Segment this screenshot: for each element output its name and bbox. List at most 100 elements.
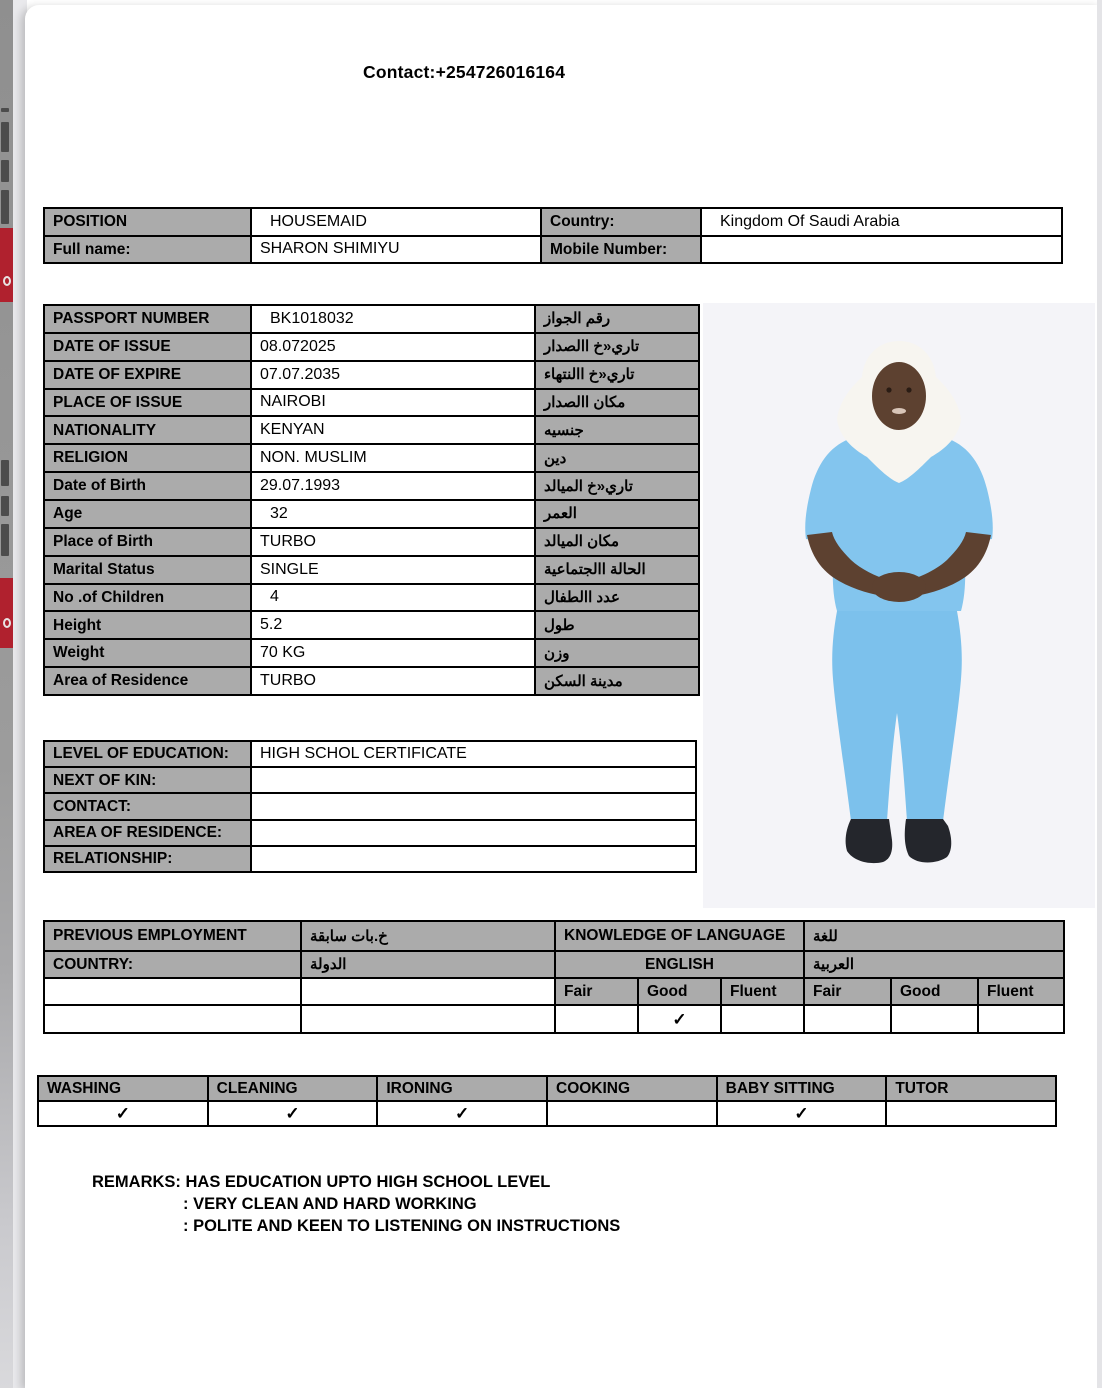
mobile-label: Mobile Number: <box>542 236 700 262</box>
row-label: Place of Birth <box>45 528 250 555</box>
smile <box>892 408 906 414</box>
applicant-photo <box>703 303 1095 908</box>
country-label: COUNTRY: <box>45 952 300 977</box>
knowledge-label: KNOWLEDGE OF LANGUAGE <box>556 922 803 950</box>
row-value: 07.07.2035 <box>252 361 534 388</box>
row-arabic: رقم الجواز <box>536 306 698 332</box>
fullname-label: Full name: <box>45 236 250 262</box>
level-header: Good <box>639 979 720 1004</box>
row-label: DATE OF ISSUE <box>45 333 250 360</box>
row-label: NEXT OF KIN: <box>45 768 250 793</box>
skills-table: WASHING CLEANING IRONING COOKING BABY SI… <box>37 1075 1057 1127</box>
edge-text-mark <box>1 190 9 224</box>
level-header: Fair <box>556 979 637 1004</box>
row-value: BK1018032 <box>252 306 534 332</box>
row-label: DATE OF EXPIRE <box>45 361 250 388</box>
row-value: 5.2 <box>252 612 534 639</box>
remarks-line-2: : VERY CLEAN AND HARD WORKING <box>183 1195 477 1213</box>
position-value: HOUSEMAID <box>252 209 540 235</box>
uniform-pants <box>832 611 962 821</box>
row-label: Area of Residence <box>45 668 250 694</box>
tutor-check-cell <box>887 1102 1055 1125</box>
row-value: 08.072025 <box>252 333 534 360</box>
edge-text-mark <box>1 160 9 182</box>
row-value: NAIROBI <box>252 389 534 416</box>
english-label: ENGLISH <box>556 952 803 977</box>
country-label: Country: <box>542 209 700 235</box>
remarks-line-3: : POLITE AND KEEN TO LISTENING ON INSTRU… <box>183 1217 621 1235</box>
arabic-fair-cell <box>805 1006 890 1032</box>
prev-employment-label: PREVIOUS EMPLOYMENT <box>45 922 300 950</box>
remarks-line-1: REMARKS: HAS EDUCATION UPTO HIGH SCHOOL … <box>92 1173 551 1191</box>
row-label: PLACE OF ISSUE <box>45 389 250 416</box>
empty-cell <box>45 1006 300 1032</box>
page-right-edge <box>1097 0 1102 1388</box>
edge-text-mark <box>1 460 9 486</box>
washing-check-icon: ✓ <box>39 1102 207 1125</box>
hands <box>872 572 926 602</box>
row-arabic: مكان الميالد <box>536 528 698 555</box>
country-arabic: الدولة <box>302 952 554 977</box>
row-value: 29.07.1993 <box>252 473 534 499</box>
row-value <box>252 846 695 871</box>
edge-text-mark <box>1 108 9 112</box>
applicant-figure <box>805 341 993 864</box>
row-arabic: تاري«خ االصدار <box>536 333 698 360</box>
prev-employment-value <box>45 979 300 1004</box>
row-label: Age <box>45 501 250 527</box>
row-label: RELATIONSHIP: <box>45 846 250 871</box>
skill-header: BABY SITTING <box>717 1077 886 1100</box>
row-value <box>252 768 695 793</box>
english-good-check-icon: ✓ <box>639 1006 720 1032</box>
level-header: Good <box>892 979 977 1004</box>
row-label: NATIONALITY <box>45 417 250 444</box>
row-value: HIGH SCHOL CERTIFICATE <box>252 742 695 767</box>
row-label: LEVEL OF EDUCATION: <box>45 742 250 767</box>
contact-line: Contact:+254726016164 <box>363 62 566 82</box>
edge-text-mark <box>1 524 9 556</box>
row-arabic: تاري«خ االنتهاء <box>536 361 698 388</box>
ironing-check-icon: ✓ <box>378 1102 546 1125</box>
cleaning-check-icon: ✓ <box>208 1102 377 1125</box>
fullname-value: SHARON SHIMIYU <box>252 236 540 262</box>
english-fluent-cell <box>722 1006 803 1032</box>
row-label: CONTACT: <box>45 794 250 819</box>
cooking-check-cell <box>548 1102 716 1125</box>
edge-text-mark <box>1 496 9 516</box>
row-value: NON. MUSLIM <box>252 445 534 472</box>
right-shoe <box>904 819 952 863</box>
position-label: POSITION <box>45 209 250 235</box>
empty-cell <box>302 1006 554 1032</box>
skill-header: COOKING <box>548 1077 716 1100</box>
remarks-block: REMARKS: HAS EDUCATION UPTO HIGH SCHOOL … <box>92 1171 620 1237</box>
row-value: TURBO <box>252 528 534 555</box>
page-edge-strip <box>0 0 13 1388</box>
row-value <box>252 794 695 819</box>
english-fair-cell <box>556 1006 637 1032</box>
arabic-label: العربية <box>805 952 1063 977</box>
babysitting-check-icon: ✓ <box>717 1102 886 1125</box>
row-arabic: الحالة االجتماعية <box>536 556 698 583</box>
skill-header: TUTOR <box>887 1077 1055 1100</box>
prev-employment-arabic: خ.بات سابقة <box>302 922 554 950</box>
mobile-value <box>702 236 1061 262</box>
knowledge-arabic: للغة <box>805 922 1063 950</box>
row-arabic: دين <box>536 445 698 472</box>
row-value: TURBO <box>252 668 534 694</box>
passport-table: PASSPORT NUMBER BK1018032 رقم الجواز DAT… <box>43 304 700 696</box>
right-eye <box>906 387 912 393</box>
row-arabic: عدد االطفال <box>536 584 698 611</box>
row-value <box>252 820 695 845</box>
row-arabic: مدينة السكن <box>536 668 698 694</box>
edge-red-logo <box>0 228 13 302</box>
row-label: RELIGION <box>45 445 250 472</box>
row-label: No .of Children <box>45 584 250 611</box>
language-table: PREVIOUS EMPLOYMENT خ.بات سابقة KNOWLEDG… <box>43 920 1065 1034</box>
row-arabic: طول <box>536 612 698 639</box>
row-value: 70 KG <box>252 640 534 667</box>
edge-red-logo <box>0 578 13 648</box>
row-value: 4 <box>252 584 534 611</box>
row-label: PASSPORT NUMBER <box>45 306 250 332</box>
country-value: Kingdom Of Saudi Arabia <box>702 209 1061 235</box>
country-value <box>302 979 554 1004</box>
